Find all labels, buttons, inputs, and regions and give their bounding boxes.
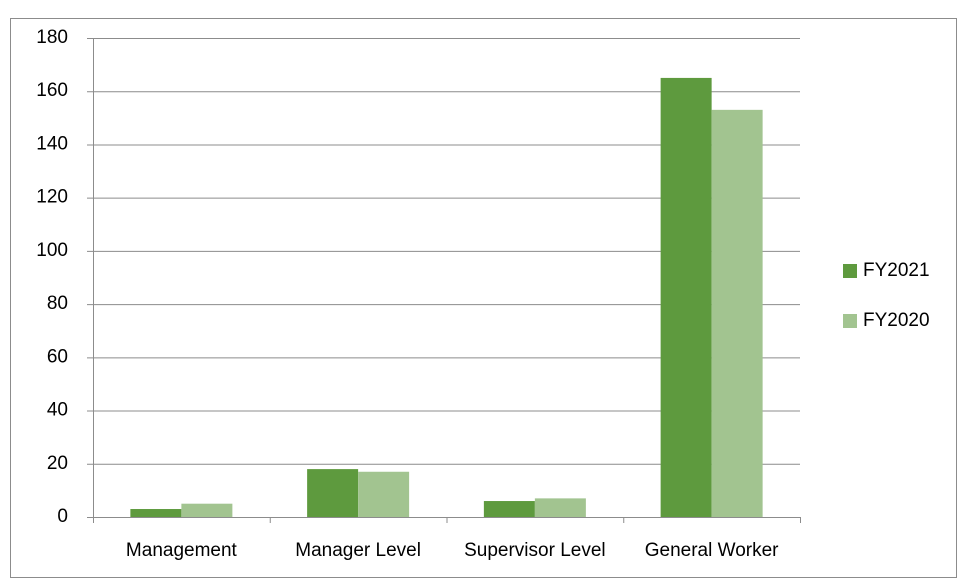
y-tick-label: 40	[47, 400, 68, 421]
legend-swatch	[843, 264, 857, 278]
y-tick-label: 20	[47, 453, 68, 474]
x-tick-label: Management	[126, 540, 238, 561]
legend-label: FY2021	[863, 260, 930, 281]
bar	[130, 509, 182, 517]
bar	[307, 469, 359, 517]
legend-swatch	[843, 314, 857, 328]
bar	[711, 109, 763, 517]
bar	[483, 501, 535, 517]
y-tick-label: 180	[36, 27, 68, 48]
chart-border	[10, 18, 957, 578]
x-tick-label: Supervisor Level	[464, 540, 606, 561]
y-tick-label: 140	[36, 133, 68, 154]
y-tick-label: 120	[36, 187, 68, 208]
legend-label: FY2020	[863, 310, 930, 331]
bar	[181, 503, 233, 517]
bar	[660, 77, 712, 518]
x-tick-label: Manager Level	[295, 540, 421, 561]
bar	[534, 498, 586, 517]
bar	[358, 471, 410, 517]
x-tick-label: General Worker	[645, 540, 779, 561]
y-tick-label: 160	[36, 80, 68, 101]
y-tick-label: 0	[57, 506, 68, 527]
y-tick-label: 100	[36, 240, 68, 261]
y-tick-label: 80	[47, 293, 68, 314]
y-tick-label: 60	[47, 346, 68, 367]
